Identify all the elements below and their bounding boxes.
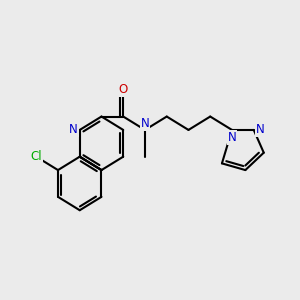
Text: Cl: Cl [30,150,42,163]
Text: N: N [228,131,236,144]
Text: N: N [69,123,78,136]
Text: O: O [118,83,128,96]
Text: N: N [141,117,149,130]
Text: N: N [256,123,265,136]
